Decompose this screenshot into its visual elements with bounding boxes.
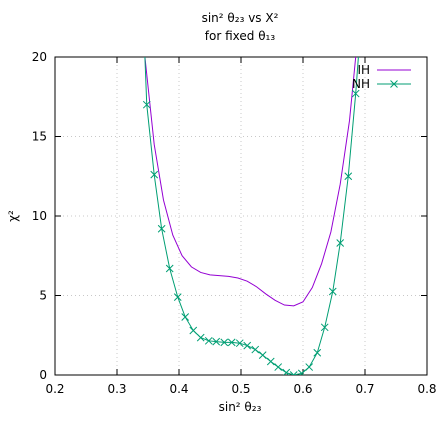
data-point-nh	[165, 264, 174, 273]
data-point-nh	[227, 338, 236, 347]
data-point-nh	[320, 323, 329, 332]
data-point-nh	[274, 363, 283, 371]
data-point-nh	[289, 371, 298, 375]
data-point-nh	[235, 339, 244, 348]
chart-title-line2: for fixed θ₁₃	[205, 29, 276, 43]
x-tick-label: 0.6	[293, 382, 312, 396]
grid	[55, 57, 427, 375]
chart-title-line1: sin² θ₂₃ vs X²	[202, 11, 279, 25]
data-point-nh	[258, 351, 267, 359]
data-point-nh	[351, 89, 360, 98]
axis-ticks: 0.2 0.3 0.4 0.5 0.6 0.7 0.8 0 5 10 15 20	[32, 50, 437, 396]
data-point-nh	[173, 293, 182, 301]
data-point-nh	[266, 357, 275, 366]
y-tick-label: 15	[32, 130, 47, 144]
y-tick-label: 0	[39, 368, 47, 382]
legend-marker-nh	[390, 80, 398, 88]
x-axis-label: sin² θ₂₃	[219, 400, 262, 414]
data-point-nh	[305, 363, 314, 371]
x-tick-label: 0.2	[45, 382, 64, 396]
series-line-nh	[144, 57, 359, 375]
data-point-nh	[181, 313, 190, 321]
x-tick-label: 0.8	[417, 382, 436, 396]
x-tick-label: 0.3	[107, 382, 126, 396]
x-tick-label: 0.4	[169, 382, 188, 396]
series-layer	[142, 57, 360, 375]
data-point-nh	[212, 337, 221, 346]
series-line-ih	[144, 57, 357, 307]
data-point-nh	[243, 341, 252, 350]
data-point-nh	[220, 338, 229, 347]
y-tick-label: 10	[32, 209, 47, 223]
data-point-nh	[204, 336, 213, 345]
series-nh	[142, 57, 360, 375]
data-point-nh	[313, 348, 322, 357]
data-point-nh	[150, 170, 159, 179]
legend-label-ih: IH	[357, 63, 370, 77]
data-point-nh	[189, 326, 198, 335]
x-tick-label: 0.7	[355, 382, 374, 396]
data-point-nh	[251, 345, 260, 354]
data-point-nh	[142, 100, 151, 109]
data-point-nh	[328, 287, 337, 296]
plot-frame	[54, 56, 428, 376]
data-point-nh	[282, 368, 291, 375]
y-tick-label: 5	[39, 289, 47, 303]
y-axis-label: χ²	[6, 210, 20, 222]
data-point-nh	[297, 369, 306, 375]
data-point-nh	[157, 224, 166, 233]
data-point-nh	[344, 172, 353, 181]
series-ih	[144, 57, 357, 307]
data-point-nh	[336, 239, 345, 247]
y-tick-label: 20	[32, 50, 47, 64]
x-tick-label: 0.5	[231, 382, 250, 396]
data-point-nh	[196, 333, 205, 342]
legend-label-nh: NH	[352, 77, 370, 91]
